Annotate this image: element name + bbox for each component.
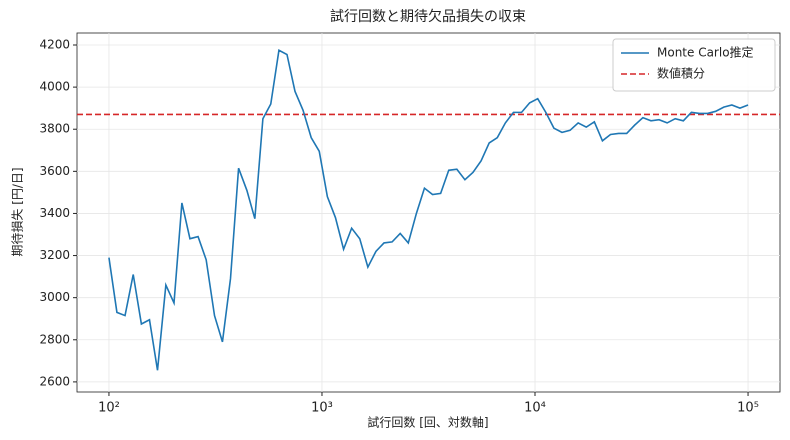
chart-title: 試行回数と期待欠品損失の収束 — [330, 9, 526, 25]
x-axis-label: 試行回数 [回、対数軸] — [367, 415, 488, 430]
legend-label: Monte Carlo推定 — [657, 45, 754, 60]
y-axis-label: 期待損失 [円/日] — [10, 167, 25, 256]
series-line — [108, 49, 749, 371]
y-tick-label: 3000 — [39, 290, 70, 304]
y-tick-label: 3800 — [39, 122, 70, 136]
y-tick-label: 3600 — [39, 164, 70, 178]
x-tick-label: 10⁴ — [524, 401, 546, 416]
legend-label: 数値積分 — [657, 66, 705, 81]
x-tick-label: 10⁵ — [737, 401, 759, 416]
y-tick-label: 3200 — [39, 248, 70, 262]
y-tick-label: 4200 — [39, 38, 70, 52]
y-tick-label: 2800 — [39, 332, 70, 346]
x-tick-label: 10² — [98, 401, 120, 416]
plot-frame — [76, 32, 781, 393]
y-tick-label: 3400 — [39, 206, 70, 220]
legend-box — [612, 38, 776, 92]
y-tick-label: 4000 — [39, 80, 70, 94]
x-tick-label: 10³ — [311, 401, 333, 416]
y-tick-label: 2600 — [39, 374, 70, 388]
